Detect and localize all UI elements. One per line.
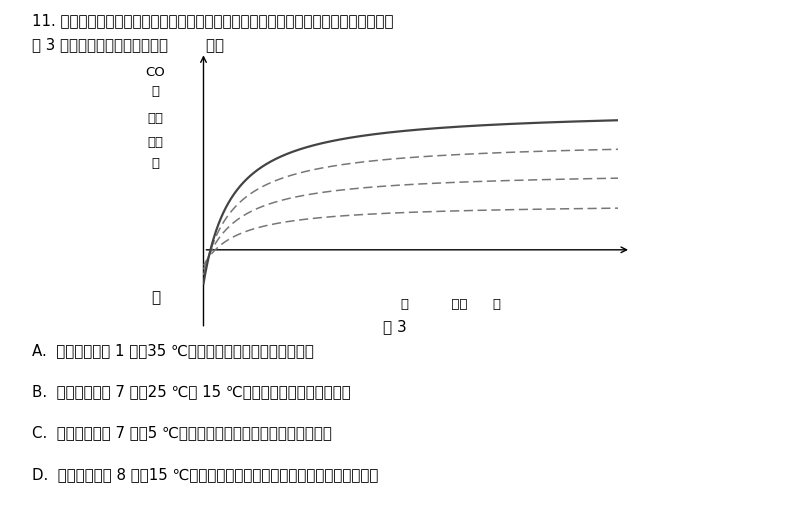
Text: C.  光照强度大于 7 时，5 ℃条件下与光合作用有关的酶的活性最高: C. 光照强度大于 7 时，5 ℃条件下与光合作用有关的酶的活性最高 bbox=[32, 426, 332, 440]
Text: 照          （相      ）: 照 （相 ） bbox=[401, 298, 501, 311]
Text: 的: 的 bbox=[152, 85, 160, 98]
Text: 速率: 速率 bbox=[148, 112, 164, 124]
Text: （相: （相 bbox=[148, 136, 164, 148]
Text: D.  光照强度等于 8 时，15 ℃条件下植物释放氧气的速率比其他实验组的更大: D. 光照强度等于 8 时，15 ℃条件下植物释放氧气的速率比其他实验组的更大 bbox=[32, 467, 378, 482]
Text: B.  光照强度大于 7 时，25 ℃和 15 ℃条件下植物总光合速率相同: B. 光照强度大于 7 时，25 ℃和 15 ℃条件下植物总光合速率相同 bbox=[32, 384, 350, 399]
Text: CO: CO bbox=[146, 66, 165, 79]
Text: ）: ） bbox=[152, 157, 160, 170]
Text: 图 3 所示。下列分析正确的是（        ）。: 图 3 所示。下列分析正确的是（ ）。 bbox=[32, 37, 224, 52]
Text: A.  光照强度等于 1 时，35 ℃条件下总光合速率等于呼吸速率: A. 光照强度等于 1 时，35 ℃条件下总光合速率等于呼吸速率 bbox=[32, 343, 314, 358]
Text: 〜: 〜 bbox=[151, 290, 160, 305]
Text: 11. 某研究者研究不同的光照强度、温度对植物光合作用和呼吸作用的影响，实验结果如: 11. 某研究者研究不同的光照强度、温度对植物光合作用和呼吸作用的影响，实验结果… bbox=[32, 13, 393, 28]
Text: 图 3: 图 3 bbox=[383, 319, 407, 334]
